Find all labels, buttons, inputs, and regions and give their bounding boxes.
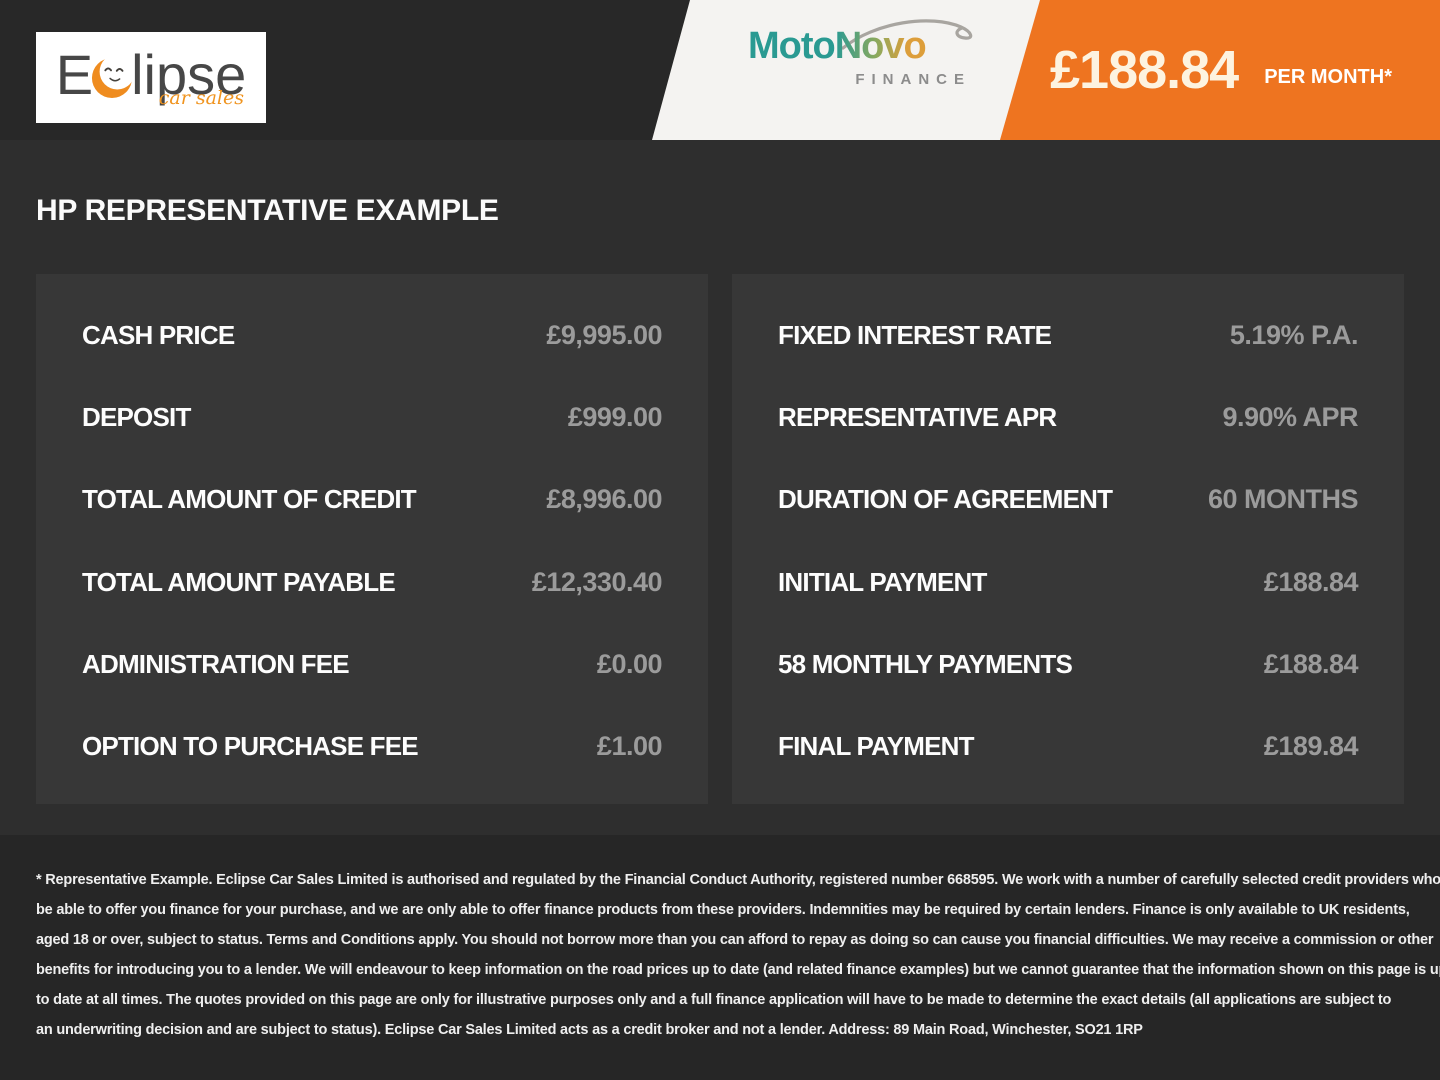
row-value: £999.00 xyxy=(567,402,663,433)
legal-text-line: to date at all times. The quotes provide… xyxy=(36,992,1392,1008)
dealer-name-end: lipse xyxy=(131,43,247,106)
legal-footer: * Representative Example. Eclipse Car Sa… xyxy=(0,835,1440,1080)
table-row: REPRESENTATIVE APR 9.90% APR xyxy=(778,402,1358,433)
row-label: ADMINISTRATION FEE xyxy=(82,648,350,679)
row-value: £12,330.40 xyxy=(531,566,663,597)
row-label: TOTAL AMOUNT PAYABLE xyxy=(82,566,396,597)
row-value: 9.90% APR xyxy=(1222,402,1358,433)
moon-face-icon xyxy=(91,54,136,103)
legal-text-line: * Representative Example. Eclipse Car Sa… xyxy=(36,872,1440,888)
header-banner: E lipse car sales xyxy=(0,0,1440,140)
table-row: INITIAL PAYMENT £188.84 xyxy=(778,566,1359,598)
table-row: DEPOSIT £999.00 xyxy=(82,402,663,433)
table-row: FINAL PAYMENT £189.84 xyxy=(778,730,1359,762)
table-row: 58 MONTHLY PAYMENTS £188.84 xyxy=(778,648,1359,680)
row-label: FIXED INTEREST RATE xyxy=(778,320,1052,350)
row-value: £9,995.00 xyxy=(546,320,662,350)
row-label: 58 MONTHLY PAYMENTS xyxy=(778,648,1073,679)
row-label: CASH PRICE xyxy=(82,320,235,350)
legal-text-line: aged 18 or over, subject to status. Term… xyxy=(36,932,1434,948)
row-label: TOTAL AMOUNT OF CREDIT xyxy=(82,484,417,515)
row-label: INITIAL PAYMENT xyxy=(778,566,987,597)
lender-subtitle: FINANCE xyxy=(855,70,971,88)
table-row: OPTION TO PURCHASE FEE £1.00 xyxy=(82,730,663,762)
row-value: 5.19% P.A. xyxy=(1229,320,1359,350)
row-label: DEPOSIT xyxy=(82,402,191,433)
row-value: £189.84 xyxy=(1263,730,1359,761)
legal-text-line: benefits for introducing you to a lender… xyxy=(36,962,1440,978)
price-band-background xyxy=(1000,0,1440,140)
row-value: £8,996.00 xyxy=(546,484,662,515)
table-row: FIXED INTEREST RATE 5.19% P.A. xyxy=(778,320,1359,351)
row-label: REPRESENTATIVE APR xyxy=(778,402,1057,433)
finance-panels: CASH PRICE £9,995.00 DEPOSIT £999.00 TOT… xyxy=(36,274,1404,804)
legal-text-line: an underwriting decision and are subject… xyxy=(36,1022,1143,1038)
row-label: DURATION OF AGREEMENT xyxy=(778,484,1113,515)
row-value: £188.84 xyxy=(1263,566,1359,597)
row-value: 60 MONTHS xyxy=(1207,484,1359,515)
table-row: TOTAL AMOUNT PAYABLE £12,330.40 xyxy=(82,566,663,598)
lender-wordmark-moto: Moto xyxy=(748,25,836,67)
legal-text-line: be able to offer you finance for your pu… xyxy=(36,902,1410,918)
row-value: £1.00 xyxy=(596,730,663,761)
page-title: HP REPRESENTATIVE EXAMPLE xyxy=(36,194,499,227)
car-swoosh-icon xyxy=(835,12,985,61)
monthly-price-amount: £188.84 xyxy=(1050,40,1239,100)
table-row: ADMINISTRATION FEE £0.00 xyxy=(82,648,663,680)
lender-logo: MotoNovo FINANCE xyxy=(748,19,973,88)
monthly-price-period: PER MONTH* xyxy=(1264,65,1392,88)
dealer-logo: E lipse car sales xyxy=(36,32,266,123)
row-label: FINAL PAYMENT xyxy=(778,730,975,761)
price-banner: £188.84 PER MONTH* xyxy=(1050,0,1424,140)
lender-wordmark: MotoNovo xyxy=(748,25,973,68)
finance-panel-right: FIXED INTEREST RATE 5.19% P.A. REPRESENT… xyxy=(732,274,1404,804)
lender-wordmark-novo: Novo xyxy=(834,25,927,67)
row-label: OPTION TO PURCHASE FEE xyxy=(82,730,419,761)
row-value: £188.84 xyxy=(1263,648,1359,679)
finance-panel-left: CASH PRICE £9,995.00 DEPOSIT £999.00 TOT… xyxy=(36,274,708,804)
dealer-name-start: E xyxy=(55,43,94,106)
row-value: £0.00 xyxy=(596,648,663,679)
table-row: DURATION OF AGREEMENT 60 MONTHS xyxy=(778,484,1359,515)
table-row: TOTAL AMOUNT OF CREDIT £8,996.00 xyxy=(82,484,662,515)
table-row: CASH PRICE £9,995.00 xyxy=(82,320,662,351)
dealer-tagline: car sales xyxy=(158,87,244,109)
dealer-logo-wordmark: E lipse xyxy=(56,47,247,103)
